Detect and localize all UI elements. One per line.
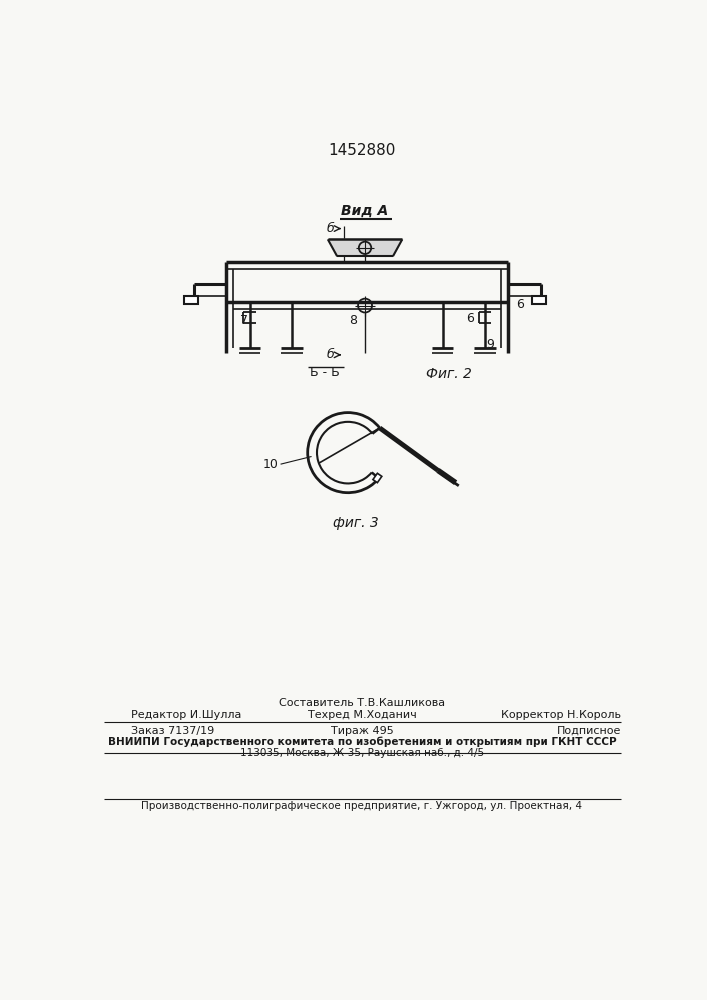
Text: 6: 6 [466,312,474,325]
Text: 10: 10 [262,458,279,471]
Text: Подписное: Подписное [556,726,621,736]
Polygon shape [328,239,402,256]
Text: Тираж 495: Тираж 495 [331,726,393,736]
Text: Корректор Н.Король: Корректор Н.Король [501,710,621,720]
Text: Составитель Т.В.Кашликова: Составитель Т.В.Кашликова [279,698,445,708]
Text: 8: 8 [349,314,357,327]
Text: фиг. 3: фиг. 3 [333,516,379,530]
Bar [373,473,382,483]
Text: Производственно-полиграфическое предприятие, г. Ужгород, ул. Проектная, 4: Производственно-полиграфическое предприя… [141,801,583,811]
Text: Б - Б: Б - Б [310,366,339,379]
Text: 113035, Москва, Ж-35, Раушская наб., д. 4/5: 113035, Москва, Ж-35, Раушская наб., д. … [240,748,484,758]
Text: 7: 7 [240,314,248,327]
Text: Вид А: Вид А [341,204,389,218]
Text: 1452880: 1452880 [328,143,396,158]
Bar [185,296,199,304]
Text: ВНИИПИ Государственного комитета по изобретениям и открытиям при ГКНТ СССР: ВНИИПИ Государственного комитета по изоб… [107,736,617,747]
Bar [532,296,546,304]
Text: б: б [327,222,334,235]
Text: Редактор И.Шулла: Редактор И.Шулла [131,710,241,720]
Text: Техред М.Ходанич: Техред М.Ходанич [308,710,416,720]
Text: 6: 6 [516,298,524,311]
Text: б: б [327,348,334,361]
Text: Заказ 7137/19: Заказ 7137/19 [131,726,214,736]
Text: 9: 9 [486,338,495,351]
Text: Фиг. 2: Фиг. 2 [426,367,472,381]
